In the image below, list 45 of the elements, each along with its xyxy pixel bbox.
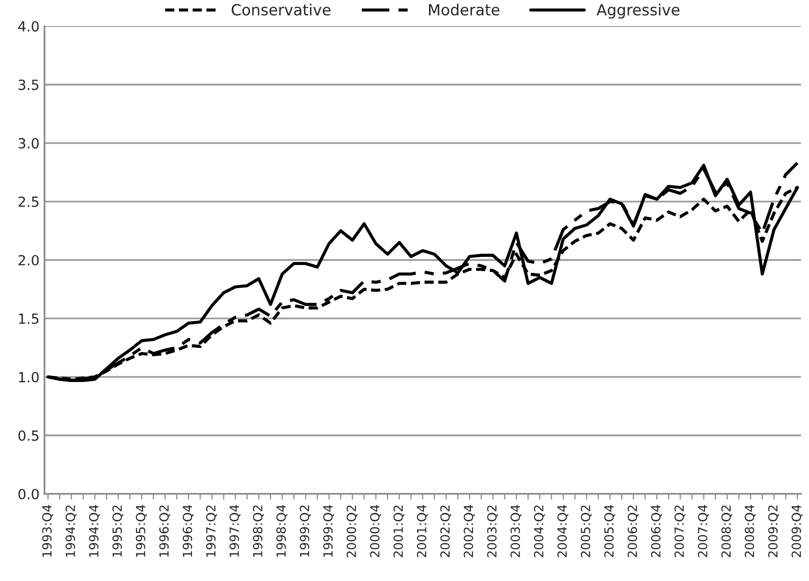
x-tick-label: 1997:Q4	[230, 504, 240, 557]
x-tick-label: 1996:Q2	[159, 506, 170, 557]
legend-label: Aggressive	[596, 4, 680, 19]
x-tick-label: 1994:Q2	[66, 506, 76, 557]
x-tick-label: 2006:Q2	[628, 506, 639, 558]
y-tick-label: 1.5	[19, 314, 38, 324]
x-tick-label: 1995:Q4	[136, 504, 147, 557]
x-tick-label: 1994:Q4	[89, 504, 100, 557]
x-tick-label: 2009:Q2	[768, 506, 780, 558]
y-tick-label: 4.0	[18, 21, 39, 32]
x-tick-label: 2007:Q2	[674, 506, 686, 558]
x-tick-label: 1997:Q2	[206, 506, 217, 557]
x-tick-label: 2004:Q2	[534, 506, 545, 558]
x-tick-label: 2006:Q4	[651, 504, 662, 558]
x-tick-label: 1996:Q4	[182, 504, 194, 557]
x-tick-label: 2003:Q4	[510, 504, 522, 558]
x-tick-label: 1999:Q2	[300, 506, 311, 557]
x-tick-label: 2002:Q4	[464, 504, 475, 558]
x-tick-label: 2008:Q4	[744, 504, 756, 558]
y-tick-label: 0.5	[18, 430, 38, 441]
x-tick-label: 2002:Q2	[440, 506, 452, 558]
y-tick-label: 2.0	[18, 254, 39, 266]
x-tick-label: 2005:Q4	[604, 504, 616, 558]
x-tick-label: 1998:Q2	[252, 506, 264, 557]
x-tick-label: 2004:Q4	[557, 504, 568, 558]
y-tick-label: 0.0	[18, 488, 39, 500]
y-tick-label: 1.0	[19, 372, 39, 382]
legend-label: Conservative	[232, 4, 330, 16]
x-tick-label: 2008:Q2	[721, 506, 732, 558]
y-tick-label: 3.0	[18, 138, 39, 149]
legend-label: Moderate	[429, 4, 500, 16]
x-tick-label: 1999:Q4	[323, 504, 334, 557]
x-tick-label: 2005:Q2	[580, 506, 592, 558]
x-tick-label: 2003:Q2	[487, 506, 498, 558]
x-tick-label: 2009:Q4	[792, 504, 802, 558]
x-tick-label: 1998:Q4	[276, 504, 288, 557]
x-tick-label: 1993:Q4	[42, 504, 54, 557]
x-tick-label: 1995:Q2	[112, 506, 124, 557]
x-tick-label: 2001:Q4	[416, 504, 428, 558]
x-tick-label: 2000:Q4	[370, 504, 381, 558]
x-tick-label: 2007:Q4	[698, 504, 709, 558]
y-tick-label: 2.5	[18, 196, 38, 208]
x-tick-label: 2000:Q2	[346, 506, 358, 558]
y-tick-label: 3.5	[18, 80, 38, 90]
x-tick-label: 2001:Q2	[393, 506, 404, 558]
